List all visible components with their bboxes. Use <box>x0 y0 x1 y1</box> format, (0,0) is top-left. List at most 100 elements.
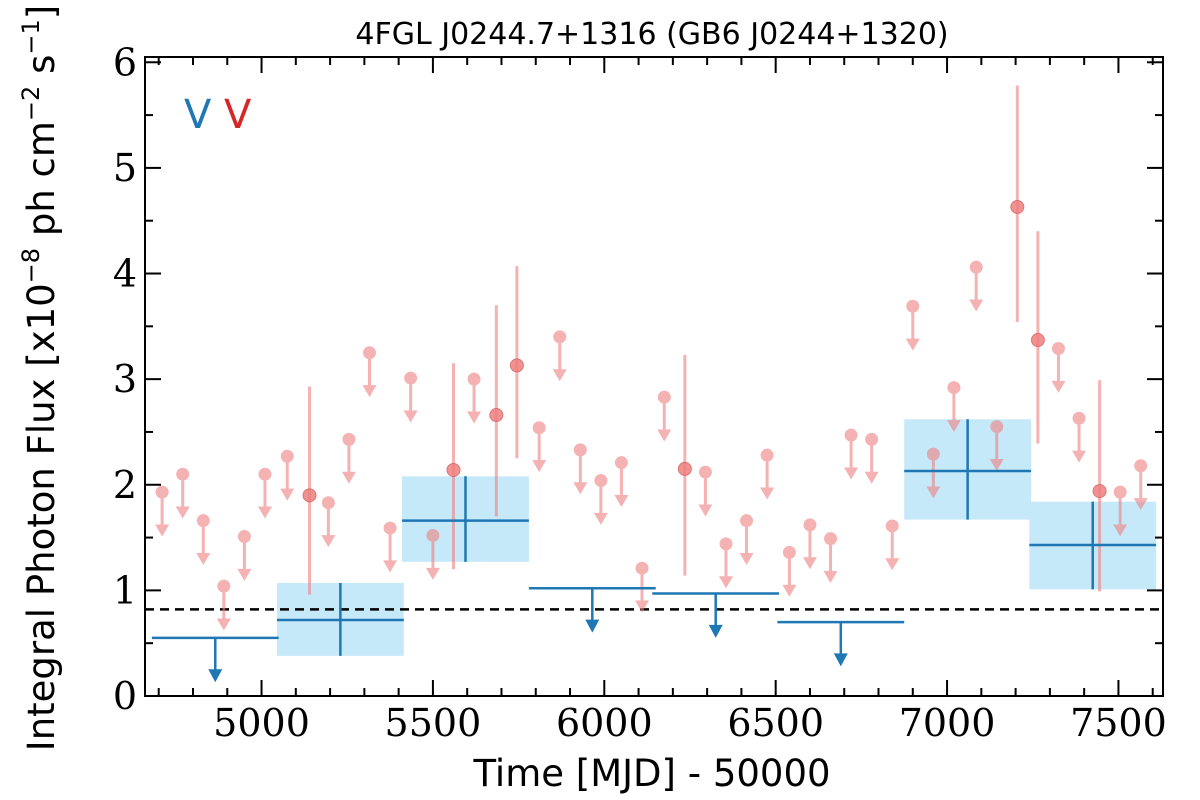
fine-upper-limit-arrowhead <box>362 385 377 398</box>
fine-upper-limit-arrowhead <box>321 535 336 548</box>
fine-upper-limit-marker <box>237 530 251 544</box>
fine-upper-limit-marker <box>635 561 649 575</box>
fine-upper-limit-arrowhead <box>635 600 650 613</box>
fine-upper-limit-marker <box>865 432 879 446</box>
fine-upper-limit-arrowhead <box>467 411 482 424</box>
fine-upper-limit-marker <box>321 496 335 510</box>
fine-upper-limit-arrowhead <box>341 471 356 484</box>
fine-upper-limit-arrowhead <box>946 419 961 432</box>
fine-detection <box>509 266 524 459</box>
fine-upper-limit-arrowhead <box>593 512 608 525</box>
fine-upper-limit-marker <box>383 521 397 535</box>
fine-upper-limit-marker <box>1113 485 1127 499</box>
fine-upper-limit <box>718 537 733 589</box>
fine-upper-limit-marker <box>824 532 838 546</box>
coarse-detection <box>1029 501 1157 590</box>
coarse-upper-limit-arrowhead <box>585 619 600 633</box>
fine-upper-limit-arrowhead <box>718 576 733 589</box>
fine-detection-marker <box>1092 484 1107 499</box>
fine-detection-marker <box>302 488 317 503</box>
fine-upper-limit-arrowhead <box>885 558 900 571</box>
fine-upper-limit <box>593 474 608 525</box>
fine-upper-limit <box>946 381 961 432</box>
fine-upper-limit <box>321 496 336 548</box>
fine-upper-limit <box>969 260 984 312</box>
coarse-detection <box>402 476 529 562</box>
fine-upper-limit <box>403 371 418 423</box>
y-tick-label: 3 <box>113 357 137 401</box>
fine-detection <box>489 305 504 517</box>
fine-upper-limit <box>739 514 754 566</box>
fine-upper-limit-arrowhead <box>782 584 797 597</box>
fine-upper-limit-marker <box>280 449 294 463</box>
fine-upper-limit-marker <box>196 514 210 528</box>
fine-detection-marker <box>1010 199 1025 214</box>
fine-upper-limit <box>467 372 482 424</box>
fine-upper-limit <box>844 428 859 480</box>
fine-upper-limit-marker <box>553 330 567 344</box>
fine-upper-limit-marker <box>426 528 440 542</box>
fine-upper-limit-arrowhead <box>989 459 1004 472</box>
coarse-upper-limit-arrowhead <box>833 653 848 667</box>
fine-upper-limit <box>280 449 295 501</box>
fine-upper-limit <box>885 519 900 571</box>
fine-upper-limit <box>905 299 920 351</box>
fine-upper-limit <box>657 390 672 442</box>
x-tick-label: 7500 <box>1070 701 1167 745</box>
x-tick-label: 6000 <box>556 701 653 745</box>
fine-upper-limit-marker <box>926 447 940 461</box>
fine-upper-limit <box>698 465 713 517</box>
fine-upper-limit-arrowhead <box>657 429 672 442</box>
fine-upper-limit-arrowhead <box>280 488 295 501</box>
x-tick-label: 5000 <box>213 701 310 745</box>
fine-upper-limit <box>552 330 567 382</box>
fine-detection <box>1010 85 1025 323</box>
fine-upper-limit <box>532 421 547 473</box>
fine-upper-limit-marker <box>885 519 899 533</box>
legend-entry: V <box>224 92 252 138</box>
coarse-upper-limit <box>652 592 780 638</box>
legend-entry: V <box>184 92 212 138</box>
fine-upper-limit <box>237 530 252 581</box>
fine-upper-limit-arrowhead <box>1051 380 1066 393</box>
fine-upper-limit-marker <box>467 372 481 386</box>
fine-upper-limit <box>425 528 440 580</box>
fine-detection-marker <box>509 358 524 373</box>
fine-upper-limit-marker <box>155 485 169 499</box>
fine-upper-limit-arrowhead <box>196 553 211 566</box>
x-tick-label: 7000 <box>899 701 996 745</box>
fine-upper-limit <box>635 561 650 613</box>
fine-upper-limit-marker <box>719 537 733 551</box>
y-axis-label: Integral Photon Flux [x10−8 ph cm−2 s−1] <box>17 5 63 751</box>
fine-detection <box>677 354 692 576</box>
x-tick-label: 5500 <box>385 701 482 745</box>
fine-upper-limit-marker <box>532 421 546 435</box>
axes-frame <box>144 56 1164 697</box>
fine-detection-marker <box>677 461 692 476</box>
fine-upper-limit-arrowhead <box>905 338 920 351</box>
fine-upper-limit-marker <box>176 467 190 481</box>
fine-upper-limit-arrowhead <box>403 410 418 423</box>
y-tick-label: 4 <box>113 252 137 296</box>
fine-detection <box>302 386 317 595</box>
fine-upper-limit-arrowhead <box>237 568 252 581</box>
coarse-upper-limit-arrowhead <box>208 669 223 683</box>
fine-detection <box>1092 380 1107 592</box>
coarse-upper-limit <box>528 587 656 633</box>
fine-upper-limit-arrowhead <box>216 618 231 631</box>
coarse-upper-limit <box>777 620 905 667</box>
fine-upper-limit <box>175 467 190 519</box>
fine-upper-limit-marker <box>844 428 858 442</box>
fine-upper-limit-arrowhead <box>614 494 629 507</box>
fine-upper-limit-marker <box>217 579 231 593</box>
fine-upper-limit <box>341 432 356 484</box>
fine-upper-limit-arrowhead <box>864 471 879 484</box>
fine-upper-limit <box>1051 342 1066 393</box>
fine-upper-limit-marker <box>760 448 774 462</box>
fine-upper-limit <box>760 448 775 500</box>
fine-upper-limit <box>216 579 231 631</box>
fine-upper-limit-arrowhead <box>383 560 398 573</box>
coarse-detection <box>904 419 1032 520</box>
